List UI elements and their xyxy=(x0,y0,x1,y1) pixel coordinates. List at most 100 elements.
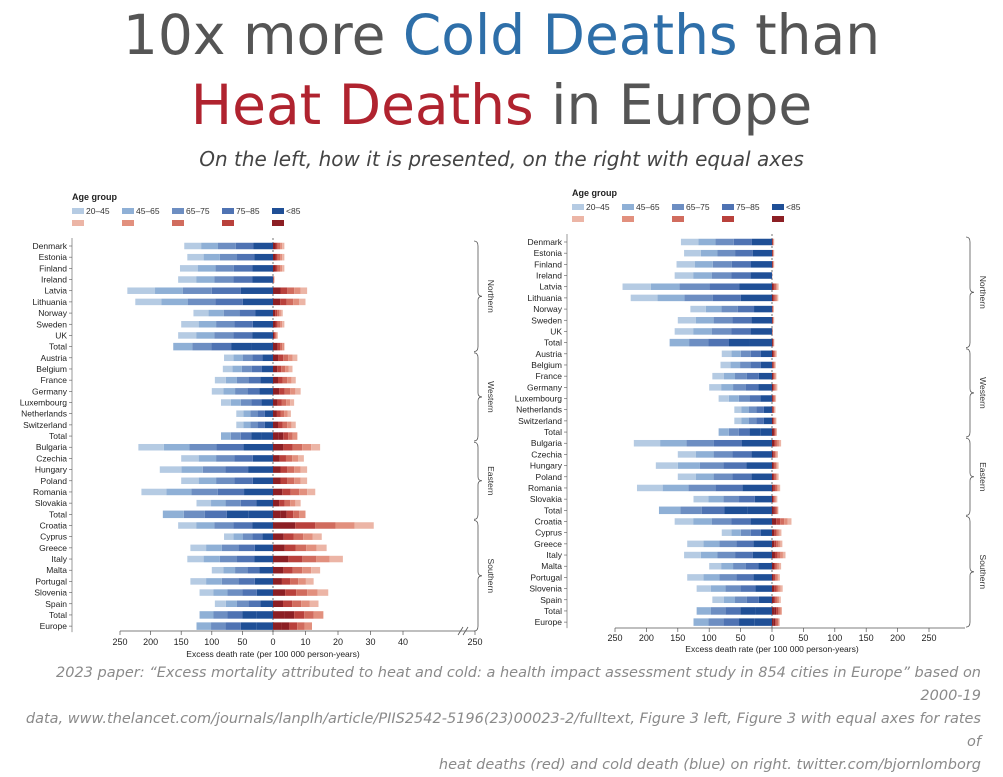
cold-bar-13-seg-1 xyxy=(223,388,235,395)
cold-bar-33-seg-3 xyxy=(242,611,257,619)
heat-bar-26-seg-2 xyxy=(293,533,303,540)
region-bracket-northern xyxy=(474,241,482,352)
cold-bar-1-seg-3 xyxy=(237,254,254,261)
category-label: Germany xyxy=(527,382,563,392)
category-label: Total xyxy=(544,338,562,348)
heat-bar-18-seg-1 xyxy=(302,444,311,451)
footnote-line-2: data, www.thelancet.com/journals/lanplh/… xyxy=(10,708,981,754)
cold-bar-18-seg-4 xyxy=(742,440,772,447)
heat-bar-27-seg-3 xyxy=(774,541,776,548)
cold-bar-20-seg-0 xyxy=(160,466,182,473)
x-axis-label: Excess death rate (per 100 000 person-ye… xyxy=(685,644,859,654)
x-tick-label: 0 xyxy=(270,637,275,647)
heat-bar-4-seg-0 xyxy=(777,283,778,290)
cold-bar-27-seg-2 xyxy=(222,545,239,552)
cold-bar-31-seg-4 xyxy=(755,585,772,592)
cold-bar-20-seg-1 xyxy=(678,462,700,469)
cold-bar-14-seg-0 xyxy=(221,399,231,406)
cold-bar-0-seg-3 xyxy=(734,239,752,246)
category-label: Lithuania xyxy=(32,297,67,307)
heat-bar-15-seg-1 xyxy=(774,406,775,413)
heat-bar-24-seg-2 xyxy=(287,511,294,519)
cold-bar-19-seg-0 xyxy=(678,451,696,458)
heat-bar-19-seg-4 xyxy=(273,455,280,462)
cold-bar-10-seg-3 xyxy=(252,355,262,362)
cold-bar-3-seg-0 xyxy=(178,276,196,283)
cold-bar-24-seg-3 xyxy=(725,507,748,515)
category-label: UK xyxy=(55,330,67,340)
cold-bar-14-seg-2 xyxy=(739,395,750,402)
cold-bar-18-seg-0 xyxy=(634,440,660,447)
heat-bar-7-seg-4 xyxy=(273,321,276,328)
heat-bar-15-seg-4 xyxy=(273,410,277,417)
heat-bar-28-seg-2 xyxy=(302,556,316,563)
x-tick-label: 20 xyxy=(333,637,343,647)
cold-bar-7-seg-0 xyxy=(678,317,696,324)
cold-bar-9-seg-1 xyxy=(192,343,211,351)
heat-bar-21-seg-2 xyxy=(287,478,294,485)
region-bracket-eastern xyxy=(474,442,482,519)
heat-bar-8-seg-2 xyxy=(275,332,276,339)
heat-bar-6-seg-4 xyxy=(273,310,275,317)
heat-bar-24-seg-0 xyxy=(299,511,305,519)
cold-bar-24-seg-3 xyxy=(227,511,249,519)
cold-bar-5-seg-4 xyxy=(243,299,273,306)
cold-bar-23-seg-1 xyxy=(708,496,723,503)
category-label: Poland xyxy=(41,476,68,486)
category-label: Italy xyxy=(51,554,67,564)
cold-bar-0-seg-0 xyxy=(184,243,201,250)
cold-bar-0-seg-1 xyxy=(201,243,218,250)
heat-bar-14-seg-1 xyxy=(775,395,776,402)
cold-bar-15-seg-0 xyxy=(734,406,741,413)
category-label: Bulgaria xyxy=(531,438,562,448)
heat-bar-22-seg-3 xyxy=(282,489,290,496)
cold-bar-28-seg-4 xyxy=(254,556,273,563)
heat-bar-19-seg-1 xyxy=(292,455,298,462)
cold-bar-19-seg-1 xyxy=(696,451,714,458)
heat-bar-19-seg-2 xyxy=(775,451,776,458)
cold-bar-32-seg-3 xyxy=(747,597,759,604)
category-label: Luxembourg xyxy=(20,398,68,408)
cold-bar-34-seg-2 xyxy=(723,618,739,626)
cold-bar-15-seg-4 xyxy=(764,406,772,413)
legend-swatch-cold-0 xyxy=(72,208,84,214)
cold-bar-32-seg-2 xyxy=(735,597,747,604)
cold-bar-12-seg-3 xyxy=(249,377,261,384)
heat-bar-15-seg-0 xyxy=(287,410,290,417)
heat-bar-17-seg-0 xyxy=(776,428,777,436)
heat-bar-12-seg-3 xyxy=(278,377,283,384)
cold-bar-31-seg-0 xyxy=(200,589,214,596)
category-label: Austria xyxy=(41,353,68,363)
category-label: Slovenia xyxy=(34,588,67,598)
heat-bar-6-seg-1 xyxy=(279,310,281,317)
cold-bar-23-seg-3 xyxy=(241,500,256,507)
heat-bar-5-seg-3 xyxy=(773,295,774,302)
category-label: Total xyxy=(544,505,562,515)
x-tick-label: 40 xyxy=(398,637,408,647)
heat-bar-22-seg-4 xyxy=(273,489,282,496)
cold-bar-0-seg-2 xyxy=(218,243,236,250)
heat-bar-16-seg-0 xyxy=(776,418,777,425)
cold-bar-11-seg-2 xyxy=(242,366,252,373)
heat-bar-13-seg-4 xyxy=(273,388,279,395)
category-label: Spain xyxy=(540,595,562,605)
heat-bar-16-seg-0 xyxy=(291,422,295,429)
heat-bar-16-seg-4 xyxy=(772,418,773,425)
legend-title: Age group xyxy=(72,192,117,202)
cold-bar-30-seg-1 xyxy=(206,578,222,585)
heat-bar-34-seg-2 xyxy=(289,622,297,630)
cold-bar-12-seg-3 xyxy=(747,373,759,380)
heat-bar-10-seg-0 xyxy=(776,351,777,358)
heat-bar-23-seg-3 xyxy=(773,496,774,503)
heat-bar-17-seg-1 xyxy=(288,432,293,440)
cold-bar-12-seg-1 xyxy=(226,377,237,384)
cold-bar-6-seg-0 xyxy=(193,310,208,317)
heat-bar-8-seg-4 xyxy=(273,332,274,339)
heat-bar-29-seg-4 xyxy=(273,567,283,574)
cold-bar-21-seg-2 xyxy=(216,478,234,485)
legend-label-0: 20–45 xyxy=(86,206,110,216)
cold-bar-30-seg-2 xyxy=(719,574,736,581)
cold-bar-12-seg-1 xyxy=(724,373,735,380)
cold-bar-27-seg-1 xyxy=(703,541,719,548)
